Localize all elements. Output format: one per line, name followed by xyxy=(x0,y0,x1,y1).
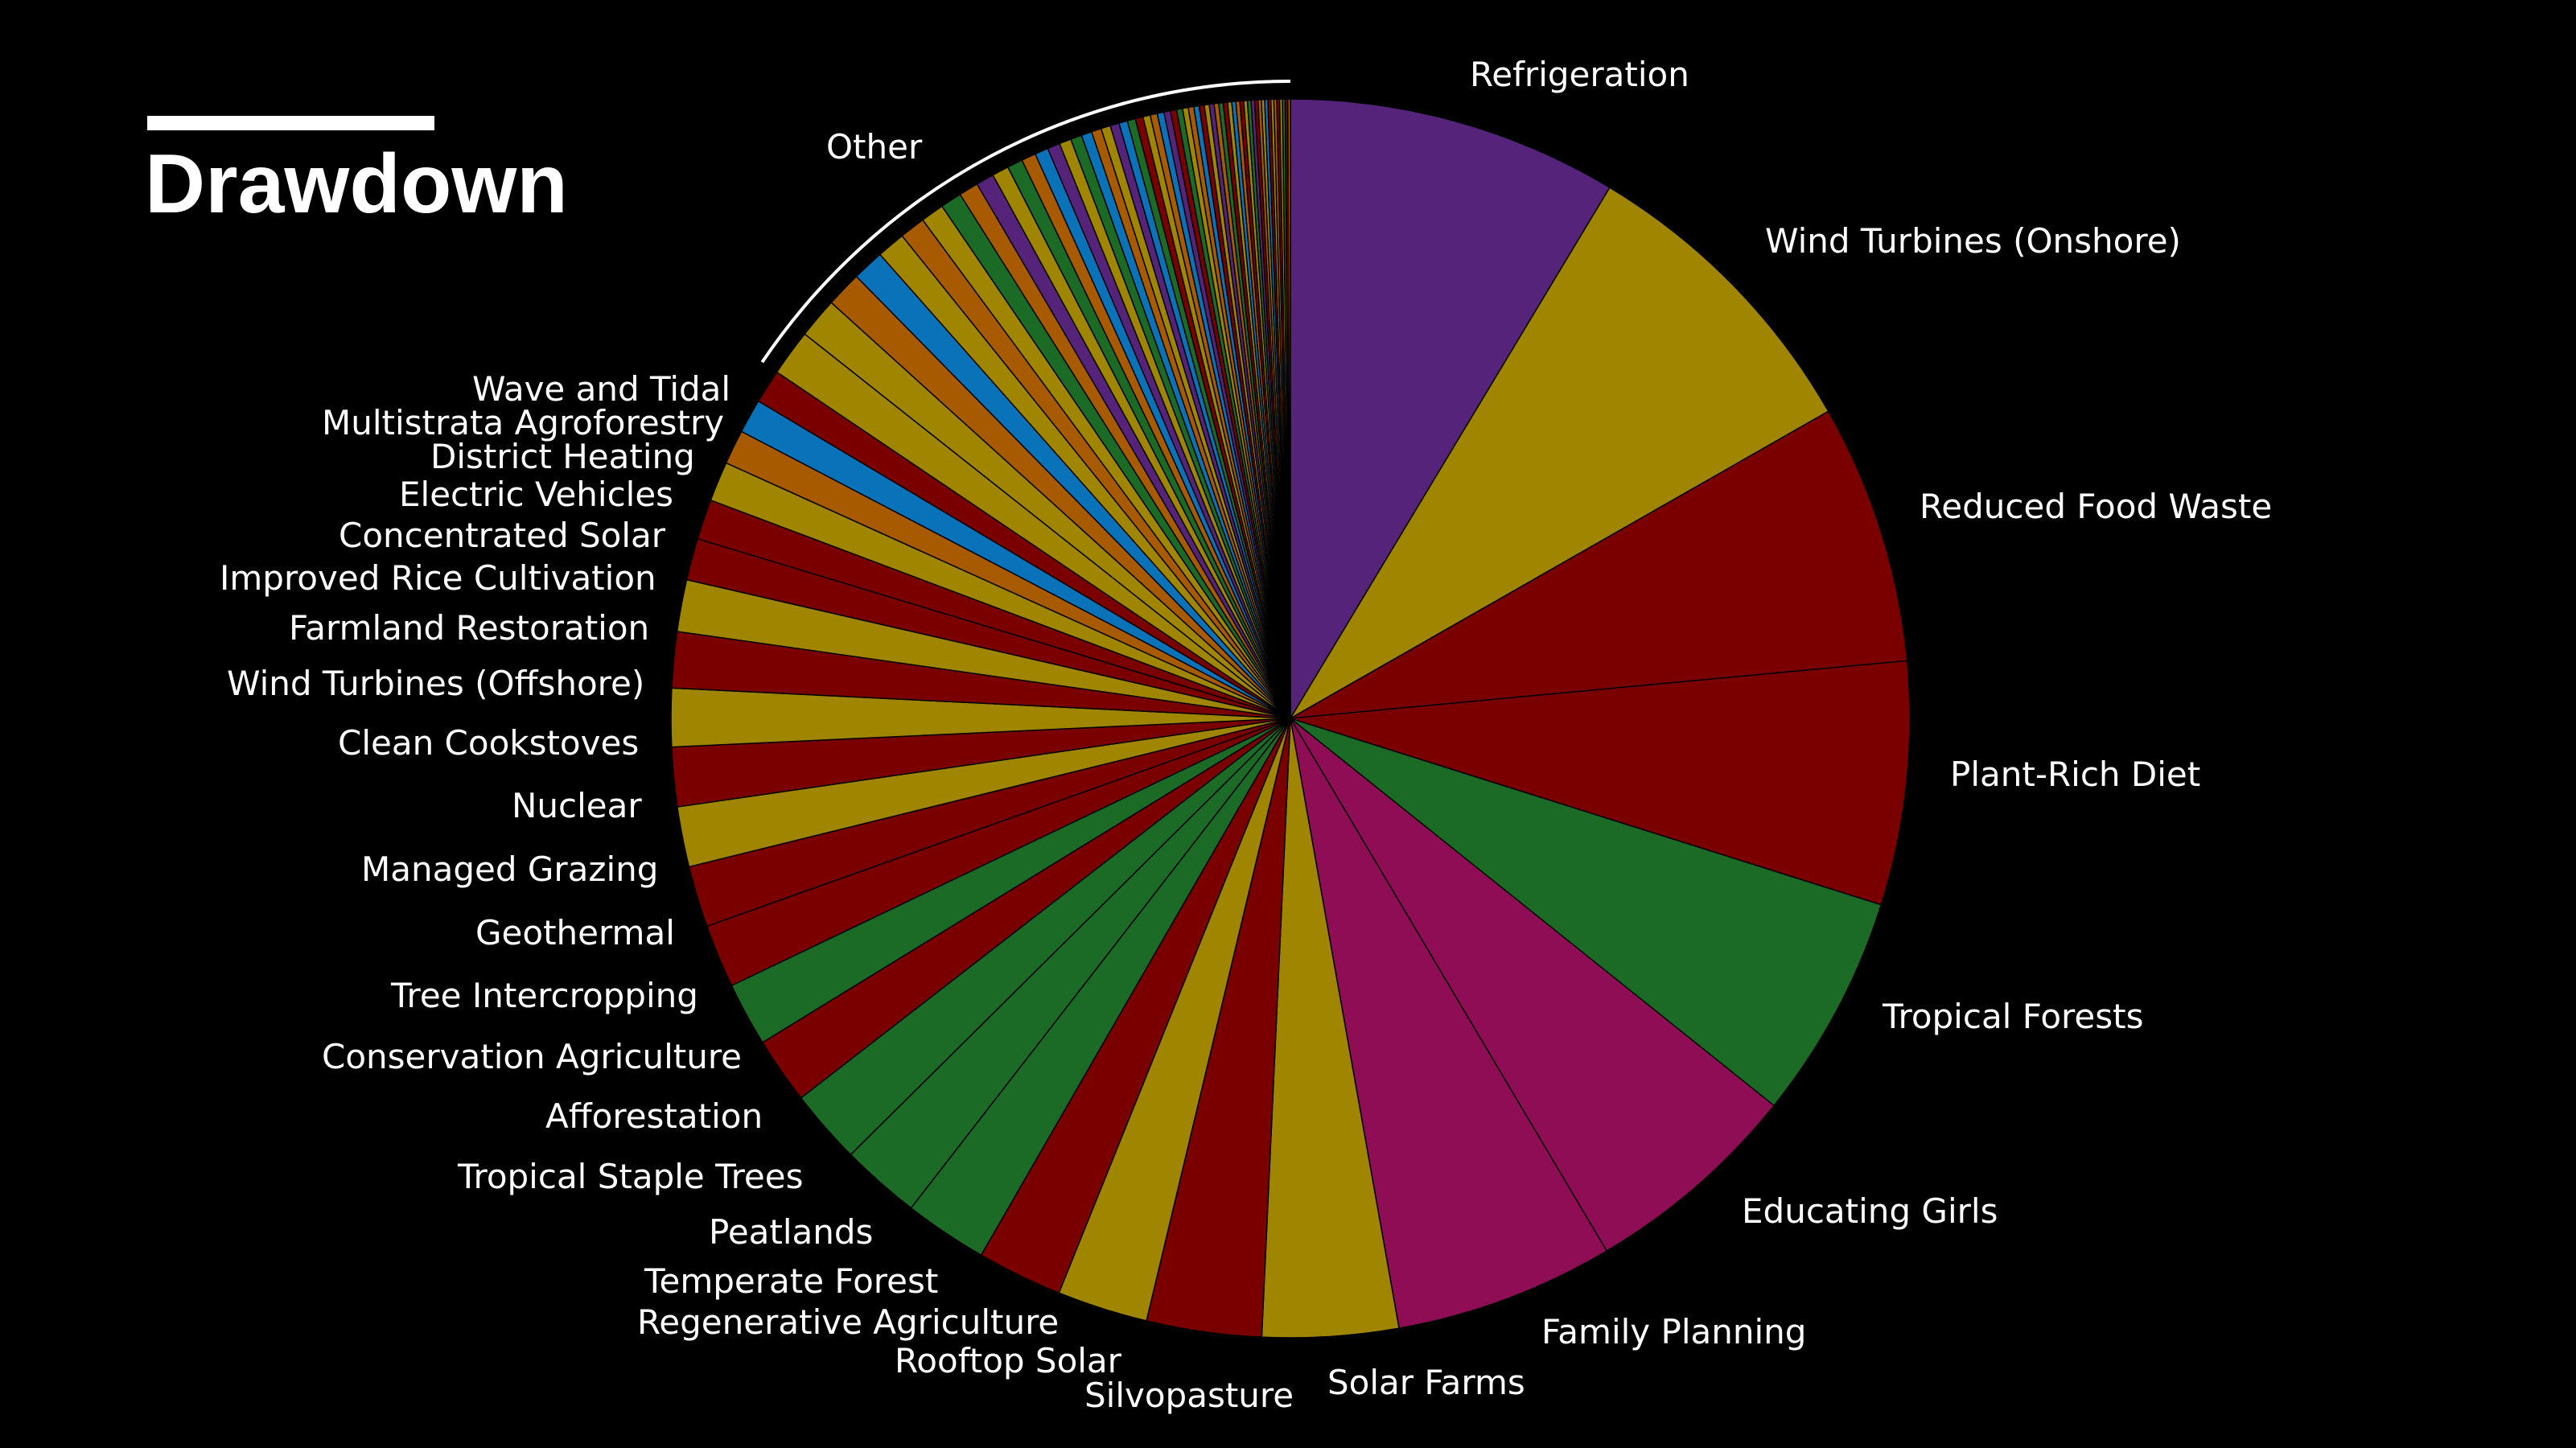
label-geothermal: Geothermal xyxy=(475,913,675,952)
label-farmland-restoration: Farmland Restoration xyxy=(289,608,649,648)
label-silvopasture: Silvopasture xyxy=(1084,1376,1294,1415)
slice-reduced-food-waste xyxy=(1290,410,1908,719)
slide-title: Drawdown xyxy=(145,138,568,231)
label-multistrata-agroforestry: Multistrata Agroforestry xyxy=(322,403,724,442)
other-bracket-arc xyxy=(760,80,1291,364)
label-electric-vehicles: Electric Vehicles xyxy=(399,475,673,514)
label-district-heating: District Heating xyxy=(430,437,695,476)
label-rooftop-solar: Rooftop Solar xyxy=(895,1341,1122,1380)
label-other: Other xyxy=(826,127,923,167)
title-accent-bar xyxy=(147,116,434,130)
label-solar-farms: Solar Farms xyxy=(1327,1363,1525,1402)
label-refrigeration: Refrigeration xyxy=(1470,55,1689,94)
label-plant-rich-diet: Plant-Rich Diet xyxy=(1950,755,2200,794)
pie-labels: Refrigeration Wind Turbines (Onshore) Re… xyxy=(220,55,2272,1415)
label-concentrated-solar: Concentrated Solar xyxy=(339,516,666,555)
label-wind-onshore: Wind Turbines (Onshore) xyxy=(1765,221,2181,261)
label-family-planning: Family Planning xyxy=(1541,1312,1806,1351)
slice-plant-rich-diet xyxy=(1290,660,1911,906)
label-educating-girls: Educating Girls xyxy=(1742,1191,1998,1231)
slice-educating-girls xyxy=(1290,718,1776,1253)
label-clean-cookstoves: Clean Cookstoves xyxy=(338,723,639,763)
slice-wind-turbines-onshore xyxy=(1288,187,1829,721)
slice-other-segment xyxy=(1287,98,1291,719)
label-tree-intercropping: Tree Intercropping xyxy=(390,976,698,1015)
label-peatlands: Peatlands xyxy=(709,1212,873,1252)
label-tropical-forests: Tropical Forests xyxy=(1882,997,2143,1036)
label-tropical-staple-trees: Tropical Staple Trees xyxy=(457,1157,803,1196)
label-temperate-forest: Temperate Forest xyxy=(644,1261,938,1301)
slice-refrigeration xyxy=(1290,98,1611,721)
slice-tropical-forests xyxy=(1290,718,1883,1107)
label-wind-offshore: Wind Turbines (Offshore) xyxy=(227,664,644,703)
label-afforestation: Afforestation xyxy=(545,1096,763,1136)
label-regenerative-agriculture: Regenerative Agriculture xyxy=(637,1302,1059,1342)
label-improved-rice-cultivation: Improved Rice Cultivation xyxy=(220,558,656,598)
label-managed-grazing: Managed Grazing xyxy=(361,849,658,889)
label-reduced-food-waste: Reduced Food Waste xyxy=(1920,487,2272,526)
pie-slices xyxy=(670,98,1911,1339)
label-wave-and-tidal: Wave and Tidal xyxy=(472,369,730,409)
label-nuclear: Nuclear xyxy=(512,786,642,825)
label-conservation-agriculture: Conservation Agriculture xyxy=(322,1037,742,1076)
slice-family-planning xyxy=(1290,718,1608,1329)
